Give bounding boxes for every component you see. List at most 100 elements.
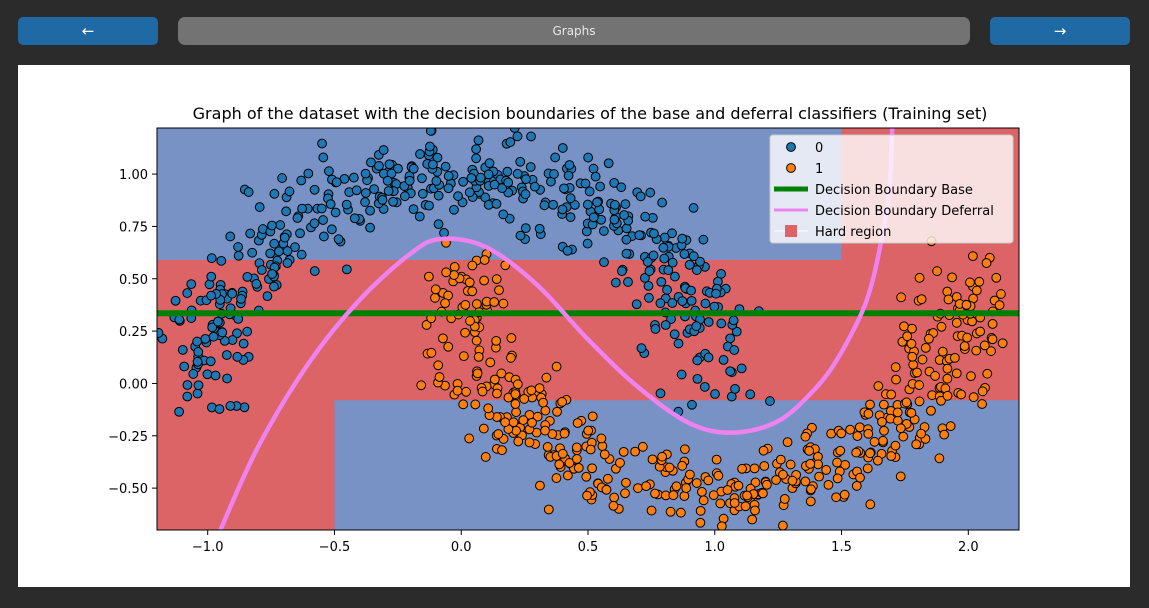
class-1-point xyxy=(562,470,573,481)
class-1-point xyxy=(498,298,509,309)
class-0-point xyxy=(663,265,674,276)
previous-button[interactable]: ← xyxy=(18,17,158,45)
class-0-point xyxy=(192,388,203,399)
class-1-point xyxy=(901,397,912,408)
class-1-point xyxy=(750,505,760,516)
class-0-point xyxy=(534,223,545,234)
class-1-point xyxy=(733,480,744,491)
class-1-point xyxy=(664,462,675,473)
class-1-point xyxy=(618,446,629,457)
class-1-point xyxy=(835,445,846,456)
class-0-point xyxy=(382,175,393,186)
class-0-point xyxy=(687,399,697,410)
class-0-point xyxy=(659,253,670,264)
class-1-point xyxy=(681,483,692,493)
class-1-point xyxy=(452,385,463,396)
class-0-point xyxy=(296,175,307,186)
class-0-point xyxy=(319,231,329,242)
class-1-point xyxy=(821,465,832,475)
class-1-point xyxy=(506,352,516,363)
class-0-point xyxy=(212,316,223,327)
class-1-point xyxy=(906,338,917,349)
class-1-point xyxy=(458,351,469,362)
class-1-point xyxy=(665,506,676,517)
class-0-point xyxy=(729,345,740,355)
class-0-point xyxy=(281,206,292,217)
class-1-point xyxy=(657,451,668,462)
class-0-point xyxy=(369,184,379,195)
class-1-point xyxy=(633,483,643,493)
class-1-point xyxy=(493,429,504,439)
class-0-point xyxy=(179,361,190,372)
class-0-point xyxy=(658,242,669,253)
class-1-point xyxy=(832,473,843,484)
class-1-point xyxy=(937,346,948,357)
class-0-point xyxy=(309,266,320,276)
class-1-point xyxy=(917,354,928,365)
class-0-point xyxy=(716,318,727,329)
class-0-point xyxy=(206,271,217,282)
class-1-point xyxy=(977,399,987,409)
class-1-point xyxy=(979,340,990,351)
class-1-point xyxy=(869,436,880,447)
class-0-point xyxy=(282,258,293,268)
class-1-point xyxy=(996,289,1006,299)
x-tick-label: 2.0 xyxy=(958,540,979,555)
class-0-point xyxy=(417,188,428,199)
class-1-point xyxy=(511,407,521,418)
class-1-point xyxy=(823,479,834,490)
class-1-point xyxy=(460,299,471,310)
class-0-point xyxy=(274,246,284,257)
class-1-point xyxy=(564,458,575,468)
class-0-point xyxy=(177,344,188,355)
class-1-point xyxy=(485,357,496,368)
class-0-point xyxy=(525,162,536,172)
class-1-point xyxy=(698,495,709,506)
class-1-point xyxy=(472,368,483,379)
y-tick-label: 0.00 xyxy=(119,377,148,392)
class-1-point xyxy=(480,452,491,462)
class-0-point xyxy=(188,369,199,379)
class-1-point xyxy=(478,423,489,434)
next-button[interactable]: → xyxy=(990,17,1130,45)
class-1-point xyxy=(806,484,816,495)
class-1-point xyxy=(471,299,482,309)
class-1-point xyxy=(637,441,648,452)
class-1-point xyxy=(615,457,625,468)
class-1-point xyxy=(878,399,889,410)
class-0-point xyxy=(242,271,253,282)
class-0-point xyxy=(667,228,677,239)
class-0-point xyxy=(670,271,680,282)
class-1-point xyxy=(895,423,906,434)
class-1-point xyxy=(951,368,962,379)
class-1-point xyxy=(740,501,751,512)
class-1-point xyxy=(571,442,582,453)
class-1-point xyxy=(863,408,874,419)
class-1-point xyxy=(703,475,714,486)
class-1-point xyxy=(758,488,768,499)
class-1-point xyxy=(804,445,815,456)
class-0-point xyxy=(582,199,593,210)
class-0-point xyxy=(351,185,362,196)
class-1-point xyxy=(506,333,517,343)
class-1-point xyxy=(865,499,876,510)
class-0-point xyxy=(731,326,742,337)
class-1-point xyxy=(433,360,444,371)
class-0-point xyxy=(174,406,184,417)
class-1-point xyxy=(489,297,500,307)
class-0-point xyxy=(227,288,238,299)
class-0-point xyxy=(736,363,747,374)
class-0-point xyxy=(564,160,575,170)
class-1-point xyxy=(421,320,432,330)
legend-entry: 1 xyxy=(786,162,823,177)
class-0-point xyxy=(691,321,702,332)
class-1-point xyxy=(691,478,702,488)
x-tick-label: 1.0 xyxy=(704,540,725,555)
class-1-point xyxy=(518,415,529,425)
class-1-point xyxy=(1020,295,1029,304)
legend-entry: Decision Boundary Deferral xyxy=(774,204,994,219)
class-0-point xyxy=(656,276,667,287)
class-0-point xyxy=(582,238,593,249)
class-1-point xyxy=(947,272,957,283)
class-0-point xyxy=(559,183,569,194)
